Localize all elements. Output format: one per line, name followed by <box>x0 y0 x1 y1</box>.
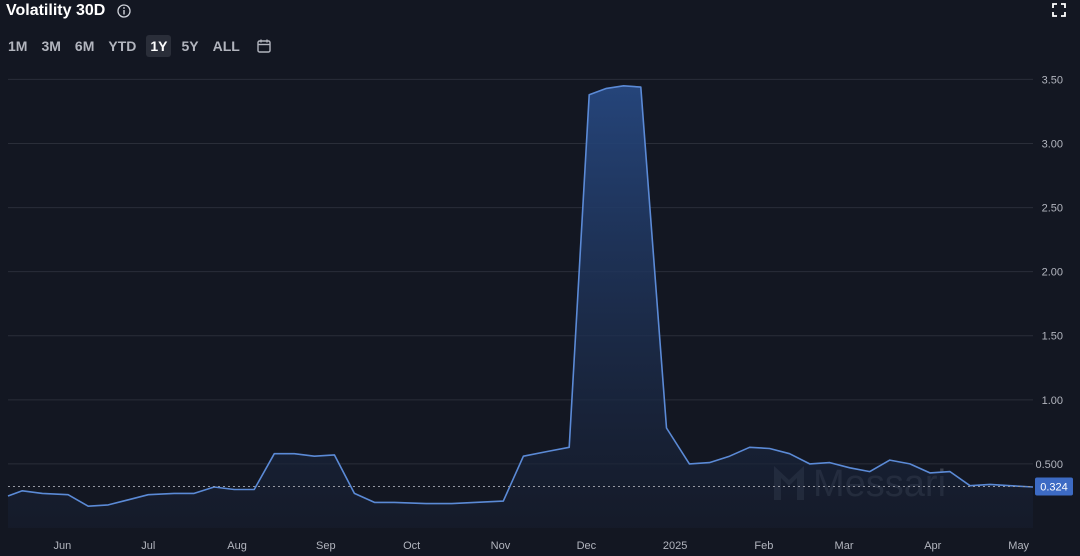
y-tick-label: 1.50 <box>1042 331 1063 343</box>
y-tick-label: 1.00 <box>1042 395 1063 407</box>
x-tick-label: Jul <box>141 540 155 552</box>
grid-lines <box>8 78 1033 465</box>
current-value-badge <box>1035 477 1073 496</box>
x-tick-label: Oct <box>403 540 420 552</box>
y-tick-label: 3.50 <box>1042 74 1063 86</box>
series-line <box>7 85 1034 507</box>
y-axis: 0.500 1.00 1.50 2.00 2.50 3.00 3.50 <box>1035 74 1063 471</box>
range-button-1m[interactable]: 1M <box>4 35 31 57</box>
time-range-selector: 1M 3M 6M YTD 1Y 5Y ALL <box>4 34 272 58</box>
range-button-all[interactable]: ALL <box>209 35 244 57</box>
x-tick-label: Aug <box>227 540 247 552</box>
expand-icon[interactable] <box>1052 3 1066 17</box>
range-button-ytd[interactable]: YTD <box>104 35 140 57</box>
x-axis: Jun Jul Aug Sep Oct Nov Dec 2025 Feb Mar Apr May <box>54 540 1030 552</box>
x-tick-label: Mar <box>835 540 854 552</box>
x-tick-label: Feb <box>754 540 773 552</box>
y-tick-label: 2.00 <box>1042 267 1063 279</box>
area-fill <box>8 85 1033 529</box>
range-button-5y[interactable]: 5Y <box>177 35 202 57</box>
x-tick-label: 2025 <box>663 540 687 552</box>
chart-title: Volatility 30D <box>6 2 106 19</box>
x-tick-label: Apr <box>924 540 941 552</box>
x-tick-label: Dec <box>577 540 597 552</box>
current-value-label: 0.324 <box>1040 481 1068 493</box>
info-icon[interactable] <box>117 4 131 18</box>
calendar-icon[interactable] <box>256 38 272 54</box>
range-button-1y[interactable]: 1Y <box>146 35 172 57</box>
x-tick-label: Nov <box>491 540 511 552</box>
range-button-3m[interactable]: 3M <box>37 35 64 57</box>
current-value-marker: 0.324 <box>8 477 1073 496</box>
range-button-6m[interactable]: 6M <box>71 35 98 57</box>
area-series <box>7 85 1034 529</box>
y-tick-label: 3.00 <box>1042 138 1063 150</box>
y-tick-label: 0.500 <box>1035 459 1063 471</box>
x-tick-label: Jun <box>54 540 72 552</box>
x-tick-label: May <box>1008 540 1029 552</box>
chart-header: Volatility 30D <box>6 0 131 22</box>
y-tick-label: 2.50 <box>1042 203 1063 215</box>
x-tick-label: Sep <box>316 540 336 552</box>
